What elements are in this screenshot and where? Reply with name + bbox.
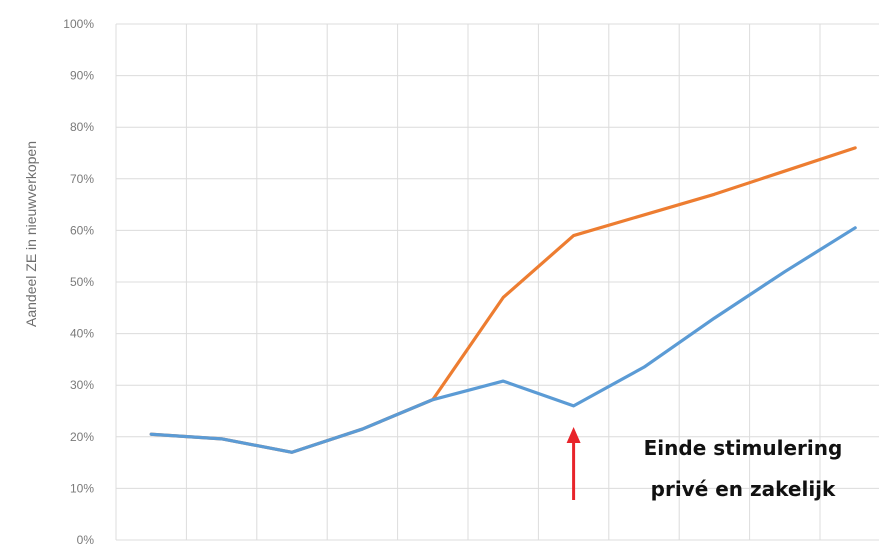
annotation-line-2: privé en zakelijk <box>651 477 836 501</box>
y-tick-label: 30% <box>70 378 94 392</box>
annotation: Einde stimulering privé en zakelijk <box>566 427 843 501</box>
annotation-line-1: Einde stimulering <box>644 436 843 460</box>
chart-grid <box>115 23 879 541</box>
y-tick-labels: 0% 10% 20% 30% 40% 50% 60% 70% 80% 90% 100% <box>63 17 94 544</box>
series-line <box>149 226 857 454</box>
y-tick-label: 40% <box>70 327 94 341</box>
annotation-arrow-head <box>566 427 581 443</box>
y-tick-label: 70% <box>70 172 94 186</box>
y-axis-label: Aandeel ZE in nieuwverkopen <box>23 141 39 327</box>
y-tick-label: 0% <box>77 533 95 544</box>
y-tick-label: 90% <box>70 69 94 83</box>
y-tick-label: 100% <box>63 17 94 31</box>
y-tick-label: 20% <box>70 430 94 444</box>
y-tick-label: 60% <box>70 223 94 237</box>
y-tick-label: 50% <box>70 275 94 289</box>
y-tick-label: 10% <box>70 481 94 495</box>
chart-series <box>149 146 857 454</box>
y-tick-label: 80% <box>70 120 94 134</box>
